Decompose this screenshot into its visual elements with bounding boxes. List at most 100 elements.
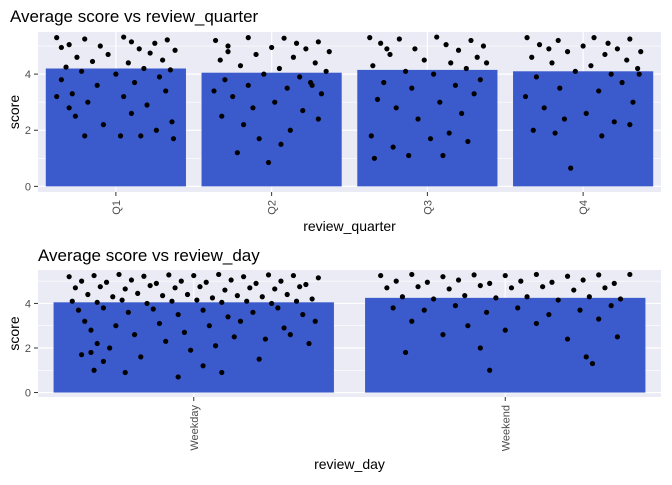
data-point: [293, 40, 300, 46]
data-point: [636, 71, 642, 77]
data-point: [297, 74, 303, 80]
data-point: [384, 46, 390, 52]
data-point: [424, 279, 430, 285]
data-point: [272, 286, 278, 292]
data-point: [156, 74, 163, 80]
data-point: [156, 320, 163, 327]
data-point: [312, 60, 318, 66]
data-point: [58, 77, 64, 83]
data-point: [194, 297, 200, 303]
data-point: [222, 287, 228, 293]
data-point: [219, 369, 225, 376]
data-point: [293, 298, 300, 304]
data-point: [262, 336, 268, 342]
data-point: [463, 65, 469, 72]
data-point: [79, 352, 85, 358]
data-point: [166, 272, 172, 278]
y-axis-title: score: [6, 95, 22, 129]
bar-weekend: [365, 297, 646, 393]
data-point: [390, 144, 396, 150]
data-point: [135, 290, 141, 296]
data-point: [471, 272, 477, 278]
data-point: [415, 284, 421, 290]
data-point: [387, 51, 393, 58]
data-point: [128, 277, 135, 283]
data-point: [309, 82, 315, 88]
data-point: [434, 34, 440, 40]
data-point: [627, 122, 633, 128]
data-point: [136, 46, 142, 52]
data-point: [471, 91, 477, 97]
data-point: [440, 332, 446, 338]
data-point: [131, 79, 138, 86]
data-point: [555, 297, 561, 303]
data-point: [608, 303, 614, 309]
data-point: [557, 85, 563, 91]
data-point: [119, 297, 125, 303]
data-point: [564, 336, 571, 342]
data-point: [487, 367, 493, 373]
data-point: [116, 271, 122, 278]
data-point: [110, 294, 116, 300]
x-tick-label: Q2: [267, 200, 279, 215]
data-point: [515, 305, 521, 311]
data-point: [256, 356, 262, 362]
data-point: [216, 271, 222, 278]
data-point: [94, 340, 100, 347]
data-point: [160, 293, 166, 299]
data-point: [446, 130, 452, 136]
data-point: [596, 272, 602, 278]
data-point: [415, 116, 421, 122]
data-point: [178, 278, 184, 284]
x-axis-ticks: Weekday Weekend: [189, 397, 512, 451]
data-point: [85, 99, 91, 105]
data-point: [599, 133, 605, 139]
data-point: [217, 57, 223, 63]
data-point: [564, 49, 571, 55]
data-point: [591, 35, 597, 41]
jitter-points: [54, 34, 644, 171]
data-point: [128, 39, 135, 45]
data-point: [147, 282, 153, 289]
data-point: [250, 309, 256, 315]
data-point: [230, 93, 236, 100]
data-point: [144, 102, 150, 108]
y-tick-label: 0: [25, 388, 31, 400]
data-point: [54, 35, 60, 41]
data-point: [256, 136, 262, 142]
data-point: [219, 299, 225, 305]
y-tick-label: 0: [25, 181, 31, 193]
bar-q2: [201, 72, 342, 187]
data-point: [281, 325, 287, 331]
data-point: [79, 278, 85, 284]
data-point: [312, 318, 318, 324]
y-tick-label: 2: [25, 343, 31, 355]
data-point: [69, 298, 75, 304]
data-point: [300, 311, 306, 318]
data-point: [384, 285, 390, 291]
data-point: [619, 79, 625, 86]
data-point: [409, 318, 415, 324]
data-point: [368, 133, 374, 139]
data-point: [540, 284, 546, 290]
data-point: [265, 159, 272, 166]
data-point: [144, 300, 150, 307]
data-point: [549, 60, 555, 66]
data-point: [131, 332, 138, 338]
data-point: [393, 105, 399, 111]
data-point: [237, 318, 244, 324]
data-point: [200, 307, 206, 313]
data-point: [572, 68, 578, 74]
data-point: [297, 284, 303, 290]
data-point: [421, 307, 427, 313]
data-point: [381, 79, 387, 86]
data-point: [588, 63, 594, 69]
data-point: [586, 294, 592, 300]
data-point: [583, 354, 589, 360]
data-point: [589, 360, 596, 367]
data-point: [483, 309, 490, 315]
data-point: [530, 127, 536, 133]
data-point: [141, 65, 147, 72]
data-point: [172, 47, 178, 53]
data-point: [427, 136, 434, 142]
